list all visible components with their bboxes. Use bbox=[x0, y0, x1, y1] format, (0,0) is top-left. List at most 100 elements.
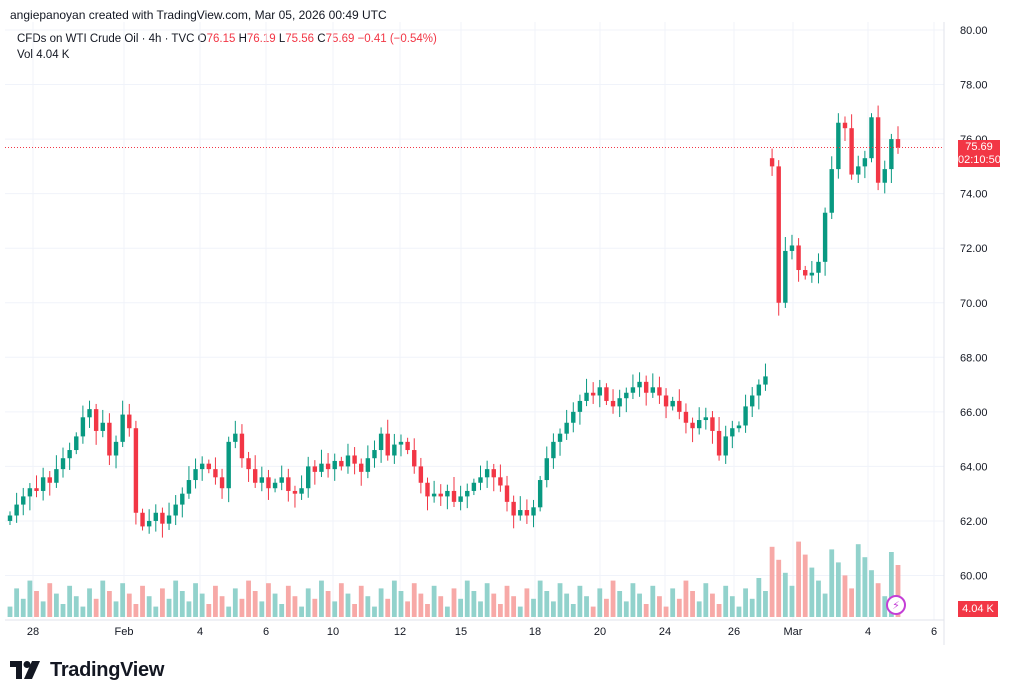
volume-bar bbox=[80, 606, 86, 617]
volume-bar bbox=[133, 604, 139, 617]
candle-up bbox=[484, 469, 490, 478]
candle-up bbox=[869, 117, 874, 159]
candle-up bbox=[478, 477, 483, 483]
last-price-tag: 75.69 02:10:50 bbox=[958, 140, 1001, 167]
candle-down bbox=[451, 490, 457, 502]
y-tick-label: 80.00 bbox=[960, 25, 988, 37]
candle-up bbox=[345, 455, 351, 467]
volume-bar bbox=[338, 583, 344, 617]
candle-up bbox=[597, 387, 602, 396]
volume-bar bbox=[332, 601, 338, 617]
volume-label[interactable]: Vol bbox=[17, 49, 33, 61]
candle-up bbox=[571, 411, 576, 423]
volume-bar bbox=[232, 588, 238, 617]
candle-up bbox=[14, 504, 19, 516]
volume-bar bbox=[657, 596, 662, 617]
volume-bar bbox=[531, 598, 536, 617]
candle-up bbox=[166, 515, 172, 524]
volume-bar bbox=[683, 580, 689, 617]
volume-bar bbox=[292, 596, 298, 617]
y-tick-label: 70.00 bbox=[960, 298, 988, 310]
candle-up bbox=[624, 392, 629, 399]
candle-down bbox=[206, 463, 212, 470]
candle-up bbox=[730, 428, 735, 437]
volume-bar bbox=[378, 588, 384, 617]
volume-bar bbox=[418, 593, 424, 617]
volume-bar bbox=[729, 596, 735, 617]
volume-bar bbox=[517, 606, 523, 617]
candle-up bbox=[723, 436, 728, 456]
candle-up bbox=[537, 480, 543, 508]
volume-bar bbox=[862, 557, 868, 617]
x-tick-label: 4 bbox=[197, 626, 203, 638]
x-tick-label: 6 bbox=[931, 626, 937, 638]
low-value: 75.56 bbox=[285, 33, 315, 45]
candle-up bbox=[199, 463, 205, 470]
volume-bar bbox=[47, 583, 53, 617]
candle-up bbox=[630, 387, 636, 393]
symbol-name[interactable]: CFDs on WTI Crude Oil · 4h · TVC bbox=[17, 33, 195, 45]
volume-bar bbox=[637, 593, 642, 617]
candle-down bbox=[716, 430, 722, 456]
volume-bar bbox=[802, 554, 808, 617]
volume-bar bbox=[497, 604, 503, 617]
volume-bar bbox=[411, 583, 417, 617]
volume-bar bbox=[716, 604, 722, 617]
volume-bar bbox=[888, 552, 894, 617]
candle-down bbox=[491, 469, 496, 478]
candle-up bbox=[544, 458, 549, 481]
candle-up bbox=[173, 504, 178, 516]
candle-down bbox=[213, 469, 218, 478]
volume-bar bbox=[544, 591, 550, 617]
y-tick-label: 72.00 bbox=[960, 243, 988, 255]
volume-bar bbox=[584, 596, 589, 617]
candle-up bbox=[21, 496, 26, 505]
volume-bar bbox=[425, 604, 430, 617]
volume-bar bbox=[312, 598, 318, 617]
volume-bar bbox=[325, 591, 331, 617]
volume-bar bbox=[663, 606, 669, 617]
volume-bar bbox=[372, 606, 377, 617]
candle-down bbox=[34, 488, 39, 491]
lightning-icon[interactable]: ⚡ bbox=[886, 595, 906, 615]
volume-bar bbox=[769, 546, 775, 617]
candle-up bbox=[836, 122, 841, 170]
volume-bar bbox=[259, 601, 265, 617]
candle-down bbox=[498, 477, 503, 486]
brand-logo[interactable]: TradingView bbox=[10, 656, 164, 684]
volume-bar bbox=[179, 591, 185, 617]
candle-down bbox=[140, 512, 145, 527]
candle-down bbox=[385, 433, 390, 456]
volume-bar bbox=[875, 583, 881, 617]
candle-up bbox=[153, 512, 158, 521]
brand-name: TradingView bbox=[50, 658, 165, 681]
candle-down bbox=[895, 139, 901, 148]
volume-bar bbox=[796, 541, 801, 617]
volume-bar bbox=[537, 580, 543, 617]
candle-down bbox=[133, 428, 139, 513]
volume-bar bbox=[107, 591, 112, 617]
volume-bar bbox=[763, 591, 768, 617]
volume-bar bbox=[835, 562, 841, 617]
candle-up bbox=[763, 376, 768, 385]
candle-up bbox=[822, 212, 828, 262]
candle-down bbox=[412, 450, 417, 467]
volume-bar bbox=[551, 601, 556, 617]
volume-bar bbox=[829, 549, 835, 617]
change-value: −0.41 (−0.54%) bbox=[357, 33, 437, 45]
candle-up bbox=[226, 441, 231, 489]
volume-bar bbox=[100, 580, 106, 617]
candle-down bbox=[246, 458, 251, 470]
candle-up bbox=[233, 433, 238, 442]
bar-countdown: 02:10:50 bbox=[958, 154, 1001, 166]
x-tick-label: 6 bbox=[263, 626, 269, 638]
volume-bar bbox=[405, 601, 411, 617]
volume-bar bbox=[822, 593, 828, 617]
candle-up bbox=[789, 245, 795, 251]
volume-bar bbox=[756, 578, 762, 617]
x-tick-label: 26 bbox=[728, 626, 740, 638]
candle-up bbox=[816, 261, 821, 273]
volume-bar bbox=[723, 585, 729, 617]
volume-bar bbox=[451, 588, 457, 617]
